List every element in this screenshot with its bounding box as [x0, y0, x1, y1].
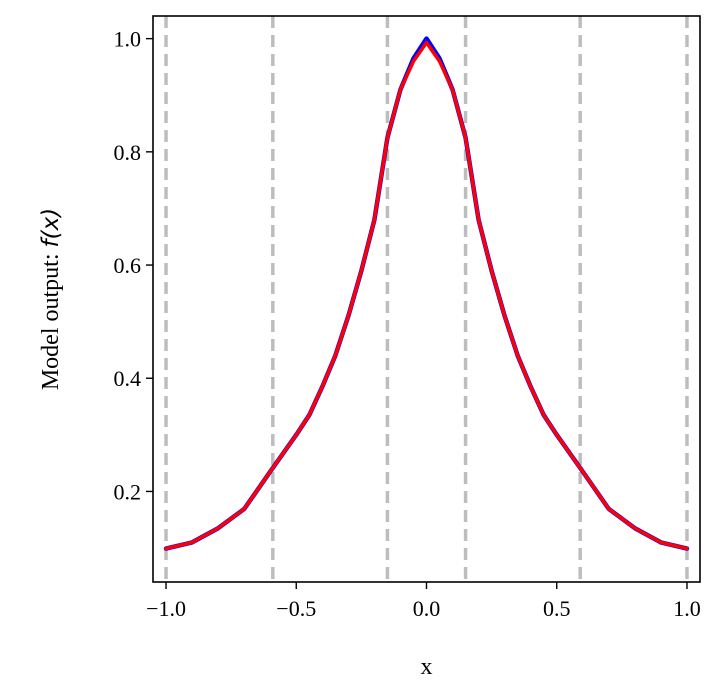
series-lines: [163, 36, 690, 551]
y-axis-label-text: Model output:: [38, 247, 64, 390]
series-line-1: [163, 36, 690, 551]
x-axis-label: x: [421, 654, 433, 680]
axes-frame: [152, 15, 701, 583]
x-tick-label: −0.5: [276, 596, 316, 621]
x-tick-label: 0.5: [543, 596, 571, 621]
y-tick-label: 1.0: [114, 27, 142, 52]
y-tick-label: 0.8: [114, 140, 142, 165]
y-axis: 0.2 0.4 0.6 0.8 1.0: [114, 27, 153, 504]
plot-area: [163, 16, 690, 582]
y-axis-label: Model output: f(x): [38, 208, 64, 390]
x-tick-label: −1.0: [146, 596, 186, 621]
y-tick-label: 0.2: [114, 479, 142, 504]
y-axis-label-math: f(x): [38, 208, 64, 248]
x-tick-label: 1.0: [673, 596, 701, 621]
y-tick-label: 0.6: [114, 253, 142, 278]
x-axis: −1.0 −0.5 0.0 0.5 1.0: [146, 582, 701, 621]
x-tick-label: 0.0: [413, 596, 441, 621]
y-tick-label: 0.4: [114, 366, 142, 391]
series-line-2: [164, 40, 689, 551]
reference-lines: [164, 16, 689, 582]
